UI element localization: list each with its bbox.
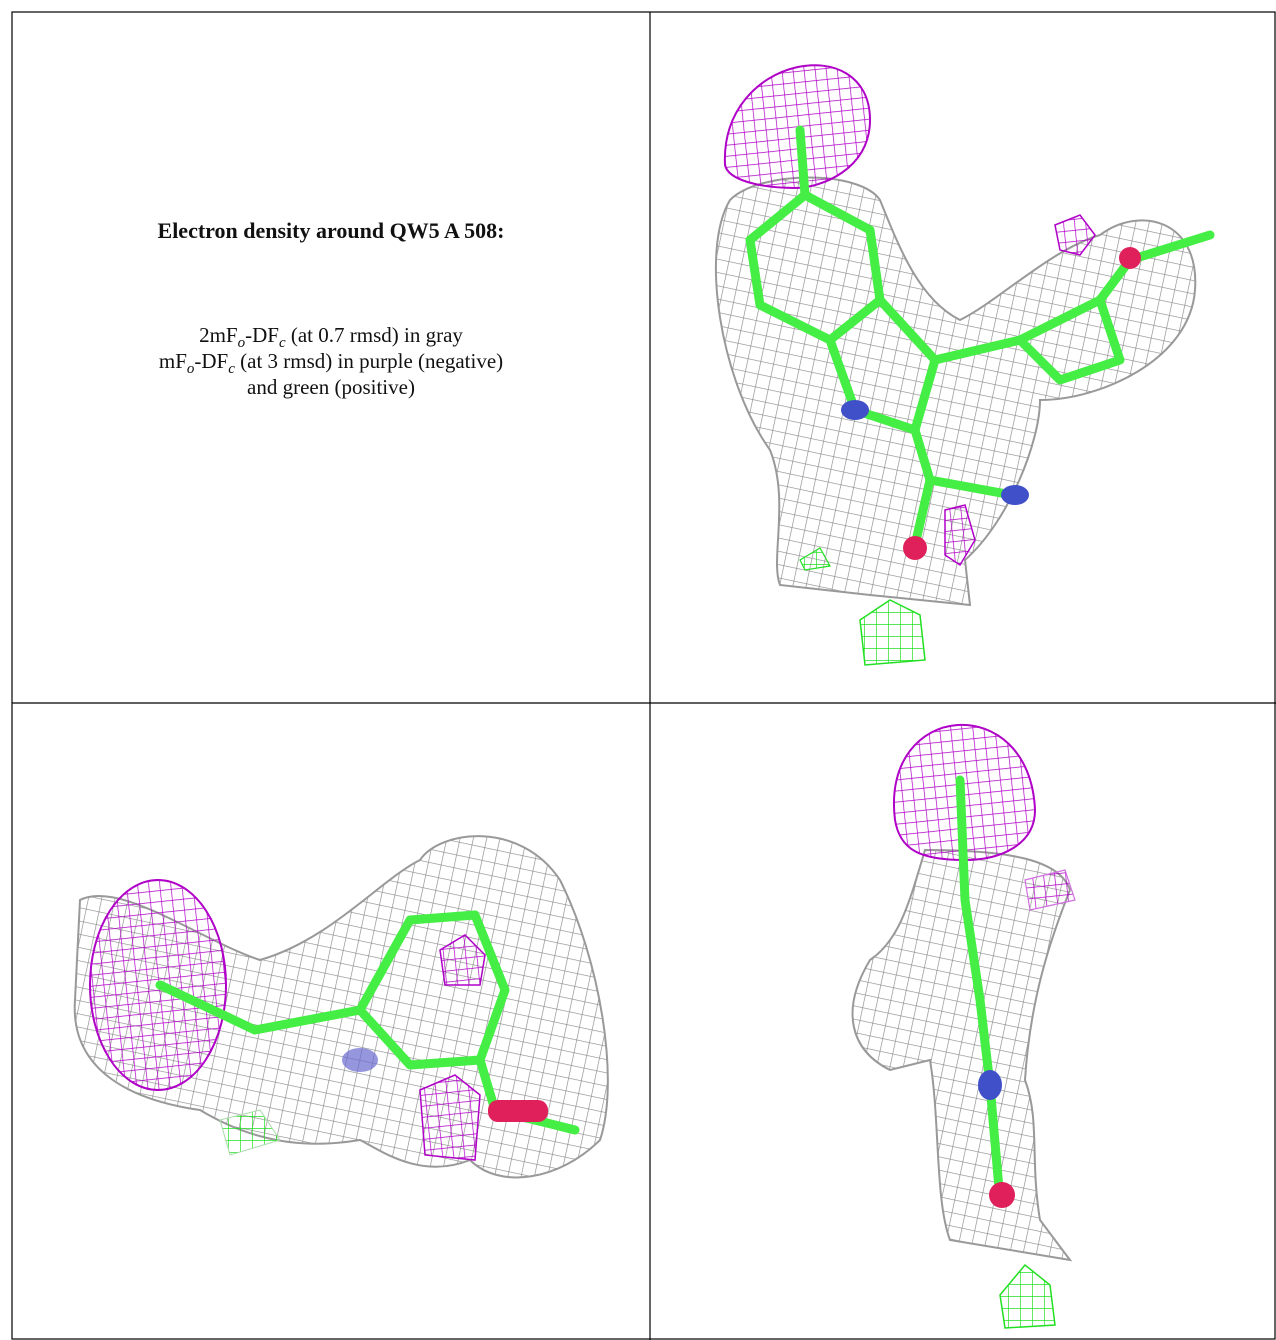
density-view-3 (851, 724, 1076, 1329)
table-borders (11, 11, 1276, 1340)
legend-line: and green (positive) (12, 374, 650, 400)
subscript: o (186, 361, 195, 377)
text: -DF (245, 323, 279, 347)
text: and green (positive) (247, 375, 415, 399)
subscript: c (228, 361, 235, 377)
text: (at 0.7 rmsd) in gray (285, 323, 463, 347)
text: 2mF (199, 323, 238, 347)
subscript: o (237, 335, 246, 351)
text: (at 3 rmsd) in purple (negative) (234, 349, 504, 373)
text: -DF (194, 349, 229, 373)
density-view-1 (714, 64, 1215, 666)
caption-title: Electron density around QW5 A 508: (157, 218, 505, 243)
legend-line: 2mFo-DFc (at 0.7 rmsd) in gray (12, 322, 650, 356)
text: mF (158, 349, 187, 373)
legend-line: mFo-DFc (at 3 rmsd) in purple (negative) (12, 348, 650, 382)
atoms (841, 247, 1141, 560)
subscript: c (278, 335, 286, 351)
density-view-2 (73, 835, 609, 1179)
